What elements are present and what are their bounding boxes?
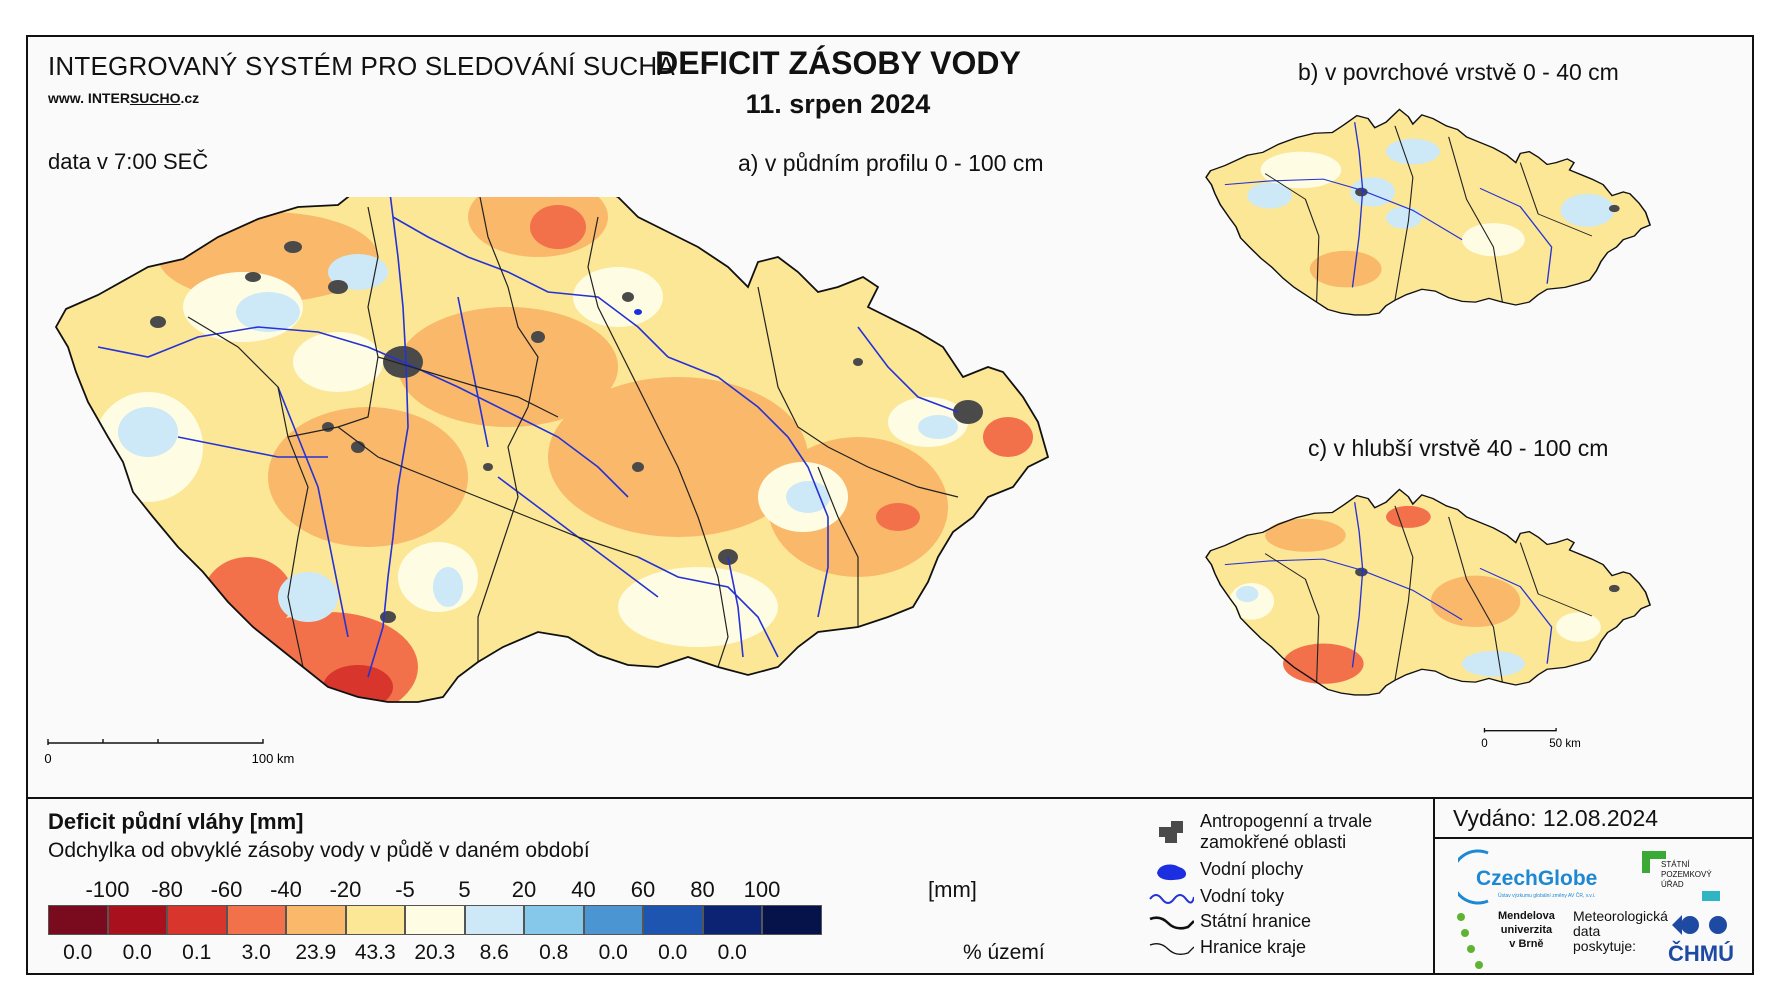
issued-date: Vydáno: 12.08.2024 (1453, 805, 1659, 831)
czechglobe-logo: CzechGlobe Ústav výzkumu globální změny … (1458, 849, 1597, 905)
legend-title: Deficit půdní vláhy [mm] (48, 809, 304, 834)
legend-swatch (107, 905, 167, 935)
data-time-note: data v 7:00 SEČ (48, 149, 209, 174)
website-suffix: .cz (180, 90, 200, 106)
mendelu-logo-text: Mendelova univerzita v Brně (1498, 910, 1555, 950)
legend-tick-label: -5 (395, 877, 415, 902)
legend-percent-value: 43.3 (354, 941, 396, 964)
legend-swatch (345, 905, 405, 935)
issued-panel (1433, 797, 1752, 975)
legend-water-label: Vodní plochy (1200, 859, 1304, 879)
legend-swatch (286, 905, 346, 935)
legend-separator (28, 797, 1752, 799)
scale-bar-small: 0 50 km (1481, 728, 1581, 750)
website-brand: SUCHO (129, 90, 181, 106)
legend-swatch (464, 905, 524, 935)
svg-text:Ústav výzkumu globální změny A: Ústav výzkumu globální změny AV ČR, v.v.… (1498, 892, 1595, 899)
map-b-label: b) v povrchové vrstvě 0 - 40 cm (1298, 59, 1619, 85)
legend-percent-value: 0.0 (717, 941, 747, 964)
legend-rivers-label: Vodní toky (1200, 886, 1285, 906)
water-body-main (634, 309, 642, 315)
legend-percent-value: 0.0 (122, 941, 152, 964)
legend-swatch (583, 905, 643, 935)
legend-tick-label: -100 (85, 877, 130, 902)
website-prefix: www. INTER (48, 90, 130, 106)
map-b-surface-layer (1205, 108, 1651, 316)
legend-swatch (405, 905, 465, 935)
legend-tick-label: -60 (210, 877, 243, 902)
legend-percent-value: 23.9 (295, 941, 337, 964)
legend-unit-percent: % území (963, 941, 1045, 964)
provider-text: Meteorologická data poskytuje: (1573, 908, 1668, 954)
river-icon (1149, 894, 1194, 904)
main-date: 11. srpen 2024 (745, 89, 931, 119)
legend-percent-value: 0.0 (63, 941, 93, 964)
legend-tick-label: 60 (630, 877, 656, 902)
legend-tick-label: 5 (458, 877, 471, 902)
legend-percent-value: 8.6 (479, 941, 509, 964)
legend-swatch (226, 905, 286, 935)
legend-swatch (702, 905, 762, 935)
scale-end-main: 100 km (252, 751, 295, 766)
legend-unit-mm: [mm] (928, 877, 977, 902)
legend-tick-label: 40 (571, 877, 596, 902)
issued-separator (1433, 837, 1752, 839)
legend-tick-label: -80 (151, 877, 183, 902)
legend-tick-label: 20 (511, 877, 537, 902)
legend-percent-value: 0.0 (598, 941, 628, 964)
legend-tick-label: 100 (743, 877, 781, 902)
mendelu-logo (1457, 913, 1483, 969)
website-link[interactable]: www. INTERSUCHO.cz (48, 90, 199, 106)
water-body-icon (1157, 864, 1187, 881)
map-c-label: c) v hlubší vrstvě 40 - 100 cm (1308, 435, 1609, 461)
scale-bar-main: 0 100 km (44, 739, 294, 766)
region-borders-main (187, 197, 959, 668)
scale-start-small: 0 (1481, 737, 1488, 750)
legend-swatch (762, 905, 822, 935)
legend-state-border-label: Státní hranice (1200, 911, 1312, 931)
map-a-soil-profile: 0 100 km (44, 197, 1049, 766)
legend-swatch (643, 905, 703, 935)
region-border-icon (1149, 943, 1194, 955)
spu-logo-text: STÁTNÍ POZEMKOVÝ ÚŘAD (1661, 860, 1712, 889)
legend-tick-label: -40 (270, 877, 302, 902)
legend-swatch (167, 905, 227, 935)
state-border-icon (1149, 916, 1194, 930)
legend-urban-label: Antropogenní a trvale zamokřené oblasti (1200, 811, 1373, 852)
legend-subtitle: Odchylka od obvyklé zásoby vody v půdě v… (48, 839, 590, 862)
chmu-logo-text: ČHMÚ (1668, 941, 1734, 966)
scale-end-small: 50 km (1549, 737, 1581, 750)
map-a-label: a) v půdním profilu 0 - 100 cm (738, 150, 1044, 176)
czechglobe-text: CzechGlobe (1476, 867, 1597, 890)
main-title: DEFICIT ZÁSOBY VODY (655, 45, 1021, 81)
map-c-deep-layer: 0 50 km (1205, 488, 1651, 750)
legend-tick-label: 80 (690, 877, 715, 902)
legend-percent-value: 0.0 (658, 941, 688, 964)
figure-frame: INTEGROVANÝ SYSTÉM PRO SLEDOVÁNÍ SUCHA w… (26, 35, 1754, 975)
legend-percent-value: 0.8 (539, 941, 569, 964)
chmu-logo-mark (1672, 915, 1727, 935)
legend-percent-value: 20.3 (414, 941, 456, 964)
urban-area-icon (1159, 821, 1183, 843)
scale-start-main: 0 (44, 751, 51, 766)
legend-region-border-label: Hranice kraje (1200, 937, 1307, 957)
legend-swatch (524, 905, 584, 935)
legend-tick-label: -20 (329, 877, 362, 902)
legend-percent-value: 0.1 (182, 941, 212, 964)
system-title: INTEGROVANÝ SYSTÉM PRO SLEDOVÁNÍ SUCHA (48, 51, 675, 81)
spu-logo (1642, 851, 1720, 901)
legend-percent-value: 3.0 (241, 941, 271, 964)
legend-swatch (48, 905, 108, 935)
